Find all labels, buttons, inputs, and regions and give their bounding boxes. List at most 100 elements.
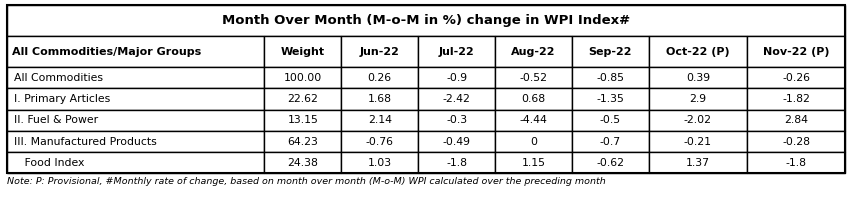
Bar [342,36,418,67]
Bar [495,152,572,173]
Bar [747,67,845,88]
Text: -0.62: -0.62 [596,158,625,168]
Text: All Commodities/Major Groups: All Commodities/Major Groups [12,47,201,57]
Text: Jul-22: Jul-22 [439,47,475,57]
Text: Note: P: Provisional, #Monthly rate of change, based on month over month (M-o-M): Note: P: Provisional, #Monthly rate of c… [7,177,606,186]
Text: 1.68: 1.68 [368,94,392,104]
Text: Food Index: Food Index [14,158,84,168]
Bar [264,131,342,152]
Bar [495,36,572,67]
Text: 24.38: 24.38 [287,158,319,168]
Bar [747,131,845,152]
Text: -0.9: -0.9 [446,73,467,83]
Text: -1.8: -1.8 [446,158,467,168]
Text: -1.35: -1.35 [596,94,625,104]
Bar [648,36,747,67]
Text: 0: 0 [530,137,537,147]
Bar [572,110,648,131]
Text: Sep-22: Sep-22 [589,47,632,57]
Text: Oct-22 (P): Oct-22 (P) [666,47,729,57]
Bar [747,36,845,67]
Bar [418,67,495,88]
Text: -0.49: -0.49 [442,137,470,147]
Text: 100.00: 100.00 [284,73,322,83]
Bar [648,152,747,173]
Bar [495,67,572,88]
Text: -0.5: -0.5 [600,115,621,125]
Text: Weight: Weight [281,47,325,57]
Bar [264,36,342,67]
Bar [342,131,418,152]
Text: All Commodities: All Commodities [14,73,102,83]
Bar [342,67,418,88]
Text: Jun-22: Jun-22 [360,47,400,57]
Text: 2.14: 2.14 [368,115,392,125]
Bar [495,88,572,110]
Bar [7,5,845,36]
Bar [572,131,648,152]
Text: Nov-22 (P): Nov-22 (P) [763,47,829,57]
Bar [418,152,495,173]
Text: -0.7: -0.7 [600,137,621,147]
Bar [648,88,747,110]
Bar [418,88,495,110]
Text: 13.15: 13.15 [287,115,319,125]
Bar [418,36,495,67]
Text: -4.44: -4.44 [520,115,547,125]
Bar [747,152,845,173]
Text: II. Fuel & Power: II. Fuel & Power [14,115,98,125]
Bar [495,131,572,152]
Text: 2.9: 2.9 [689,94,706,104]
Bar [7,110,264,131]
Bar [747,110,845,131]
Text: 0.39: 0.39 [686,73,710,83]
Bar [572,36,648,67]
Bar [572,67,648,88]
Bar [572,152,648,173]
Bar [7,5,845,173]
Text: 1.15: 1.15 [521,158,545,168]
Text: -2.02: -2.02 [684,115,711,125]
Text: -0.3: -0.3 [446,115,467,125]
Text: 64.23: 64.23 [287,137,319,147]
Text: -0.85: -0.85 [596,73,625,83]
Text: -0.28: -0.28 [782,137,810,147]
Text: I. Primary Articles: I. Primary Articles [14,94,110,104]
Bar [264,110,342,131]
Text: 1.03: 1.03 [368,158,392,168]
Bar [495,110,572,131]
Text: III. Manufactured Products: III. Manufactured Products [14,137,157,147]
Bar [342,152,418,173]
Text: -1.8: -1.8 [786,158,807,168]
Bar [648,67,747,88]
Bar [264,88,342,110]
Text: -0.21: -0.21 [684,137,711,147]
Bar [264,152,342,173]
Text: 0.68: 0.68 [521,94,545,104]
Bar [7,131,264,152]
Text: 22.62: 22.62 [287,94,319,104]
Bar [648,110,747,131]
Bar [572,88,648,110]
Bar [342,88,418,110]
Text: 0.26: 0.26 [368,73,392,83]
Bar [342,110,418,131]
Bar [7,88,264,110]
Bar [418,110,495,131]
Text: 2.84: 2.84 [784,115,808,125]
Bar [7,152,264,173]
Text: -0.76: -0.76 [366,137,394,147]
Text: 1.37: 1.37 [686,158,710,168]
Text: -1.82: -1.82 [782,94,810,104]
Bar [7,67,264,88]
Text: -0.52: -0.52 [520,73,548,83]
Bar [648,131,747,152]
Text: -0.26: -0.26 [782,73,810,83]
Text: -2.42: -2.42 [443,94,470,104]
Bar [418,131,495,152]
Bar [264,67,342,88]
Text: Month Over Month (M-o-M in %) change in WPI Index#: Month Over Month (M-o-M in %) change in … [222,14,630,27]
Text: Aug-22: Aug-22 [511,47,556,57]
Bar [7,36,264,67]
Bar [747,88,845,110]
